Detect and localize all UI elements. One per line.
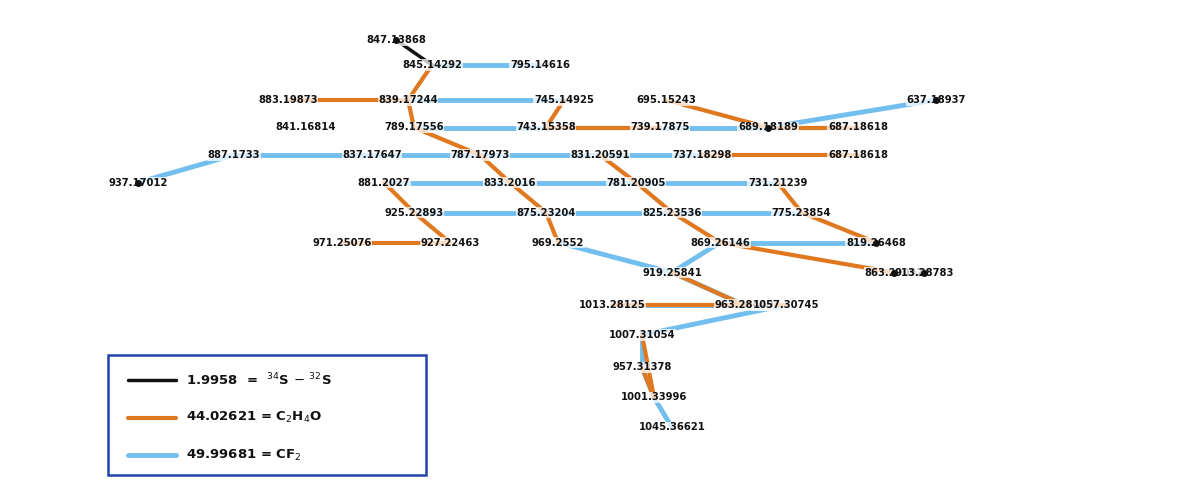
Text: 845.14292: 845.14292 [402, 60, 462, 70]
Text: 789.17556: 789.17556 [384, 122, 444, 132]
Text: 787.17973: 787.17973 [450, 150, 510, 160]
Text: 781.20905: 781.20905 [606, 178, 666, 188]
Text: 795.14616: 795.14616 [510, 60, 570, 70]
Text: 837.17647: 837.17647 [342, 150, 402, 160]
Text: 1001.33996: 1001.33996 [620, 392, 688, 402]
Text: 737.18298: 737.18298 [672, 150, 732, 160]
Text: 841.16814: 841.16814 [276, 122, 336, 132]
Text: 919.25841: 919.25841 [642, 268, 702, 278]
Text: 49.99681 = CF$_2$: 49.99681 = CF$_2$ [186, 448, 301, 462]
Text: 687.18618: 687.18618 [828, 150, 888, 160]
Text: 1013.28125: 1013.28125 [578, 300, 646, 310]
Text: 937.17012: 937.17012 [108, 178, 168, 188]
Text: 731.21239: 731.21239 [748, 178, 808, 188]
Text: 1.9958  =  $^{34}$S $-$ $^{32}$S: 1.9958 = $^{34}$S $-$ $^{32}$S [186, 372, 331, 388]
Text: 883.19873: 883.19873 [258, 95, 318, 105]
Text: 775.23854: 775.23854 [772, 208, 832, 218]
Text: 1057.30745: 1057.30745 [752, 300, 820, 310]
Text: 971.25076: 971.25076 [312, 238, 372, 248]
Text: 863.29092: 863.29092 [864, 268, 924, 278]
Text: 1045.36621: 1045.36621 [638, 422, 706, 432]
Text: 927.22463: 927.22463 [420, 238, 480, 248]
Text: 847.13868: 847.13868 [366, 35, 426, 45]
Text: 839.17244: 839.17244 [378, 95, 438, 105]
Text: 925.22893: 925.22893 [384, 208, 444, 218]
FancyBboxPatch shape [108, 355, 426, 475]
Text: 831.20591: 831.20591 [570, 150, 630, 160]
Text: 881.2027: 881.2027 [358, 178, 410, 188]
Text: 869.26146: 869.26146 [690, 238, 750, 248]
Text: 819.26468: 819.26468 [846, 238, 906, 248]
Text: 963.28449: 963.28449 [714, 300, 774, 310]
Text: 743.15358: 743.15358 [516, 122, 576, 132]
Text: 833.2016: 833.2016 [484, 178, 536, 188]
Text: 913.28783: 913.28783 [894, 268, 954, 278]
Text: 875.23204: 875.23204 [516, 208, 576, 218]
Text: 825.23536: 825.23536 [642, 208, 702, 218]
Text: 687.18618: 687.18618 [828, 122, 888, 132]
Text: 689.18189: 689.18189 [738, 122, 798, 132]
Text: 739.17875: 739.17875 [630, 122, 690, 132]
Text: 745.14925: 745.14925 [534, 95, 594, 105]
Text: 695.15243: 695.15243 [636, 95, 696, 105]
Text: 957.31378: 957.31378 [612, 362, 672, 372]
Text: 887.1733: 887.1733 [208, 150, 260, 160]
Text: 44.02621 = C$_2$H$_4$O: 44.02621 = C$_2$H$_4$O [186, 410, 322, 425]
Text: 969.2552: 969.2552 [532, 238, 584, 248]
Text: 1007.31054: 1007.31054 [608, 330, 676, 340]
Text: 637.18937: 637.18937 [906, 95, 966, 105]
